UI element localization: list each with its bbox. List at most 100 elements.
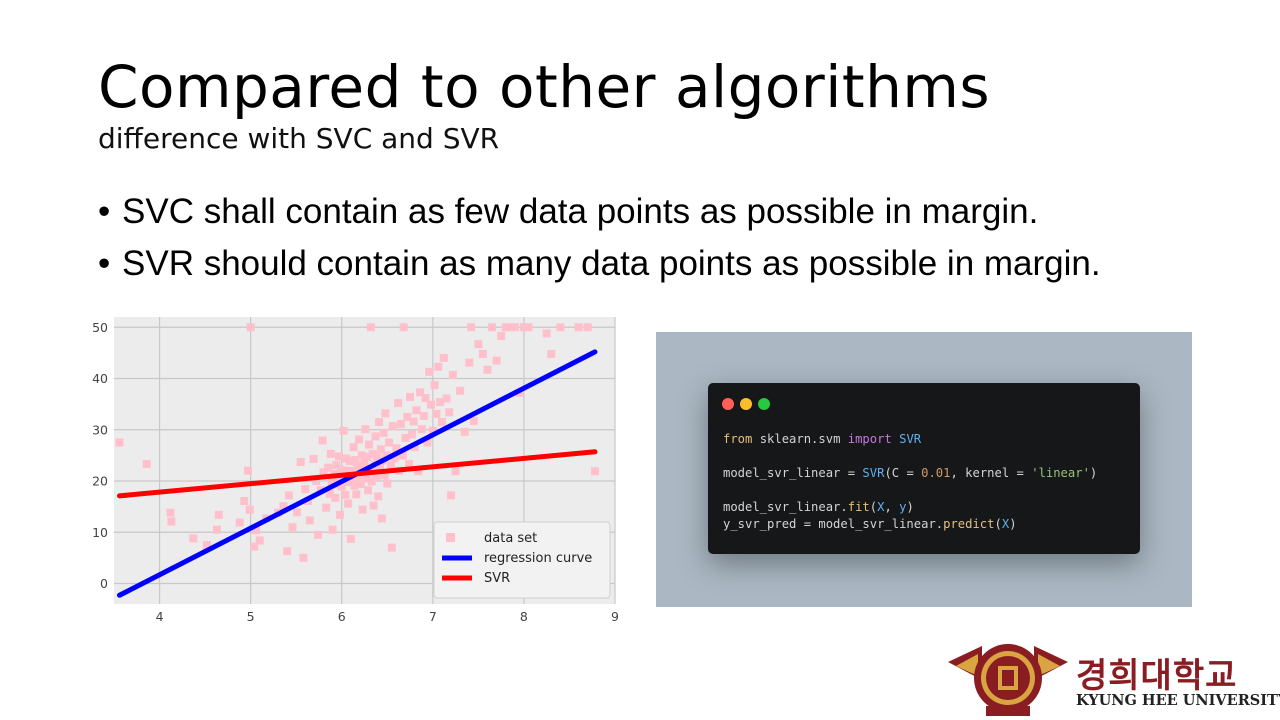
- data-point: [447, 491, 456, 500]
- data-point: [416, 388, 425, 397]
- data-point: [345, 457, 354, 466]
- data-point: [324, 463, 333, 472]
- data-point: [434, 362, 443, 371]
- data-point: [345, 466, 354, 475]
- data-point: [235, 518, 244, 527]
- bullet-dot-icon: •: [98, 192, 111, 231]
- data-point: [388, 422, 397, 431]
- data-point: [547, 349, 556, 358]
- data-point: [245, 505, 254, 514]
- data-point: [358, 505, 367, 514]
- slide-subtitle: difference with SVC and SVR: [98, 122, 500, 155]
- data-point: [492, 356, 501, 365]
- svr-line: [116, 449, 598, 499]
- data-point: [352, 490, 361, 499]
- code-line: model_svr_linear.fit(X, y): [723, 500, 914, 514]
- data-point: [301, 485, 310, 494]
- data-point: [202, 541, 211, 550]
- data-point: [341, 490, 350, 499]
- data-point: [327, 479, 336, 488]
- code-line: y_svr_pred = model_svr_linear.predict(X): [723, 517, 1017, 531]
- x-tick-label: 7: [429, 609, 437, 624]
- university-logo: 경희대학교 KYUNG HEE UNIVERSITY: [946, 640, 1280, 720]
- code-window: from sklearn.svm import SVR model_svr_li…: [708, 383, 1140, 554]
- logo-english-text: KYUNG HEE UNIVERSITY: [1076, 692, 1280, 709]
- data-point: [382, 451, 391, 460]
- y-tick-label: 20: [92, 474, 108, 489]
- data-point: [414, 467, 423, 476]
- data-point: [361, 425, 370, 434]
- data-point: [394, 399, 403, 408]
- data-point: [398, 451, 407, 460]
- data-point: [346, 534, 355, 543]
- data-point: [363, 452, 372, 461]
- data-point: [351, 455, 360, 464]
- data-point: [385, 438, 394, 447]
- bullet-list: • SVC shall contain as few data points as…: [98, 192, 1101, 296]
- data-point: [334, 452, 343, 461]
- data-point: [369, 501, 378, 510]
- data-point: [574, 323, 583, 332]
- data-point: [590, 467, 599, 476]
- data-point: [214, 510, 223, 519]
- data-point: [474, 340, 483, 349]
- data-point: [335, 510, 344, 519]
- data-point: [350, 481, 359, 490]
- data-point: [332, 461, 341, 470]
- data-point: [293, 508, 302, 517]
- data-point: [360, 458, 369, 467]
- minimize-dot-icon: [740, 398, 752, 410]
- data-point: [386, 461, 395, 470]
- close-dot-icon: [722, 398, 734, 410]
- data-point: [430, 381, 439, 390]
- data-point: [377, 514, 386, 523]
- data-point: [488, 323, 497, 332]
- data-point: [322, 503, 331, 512]
- x-tick-label: 5: [247, 609, 255, 624]
- data-point: [478, 349, 487, 358]
- y-tick-label: 50: [92, 320, 108, 335]
- data-point: [367, 477, 376, 486]
- data-point: [314, 530, 323, 539]
- data-point: [283, 547, 292, 556]
- data-point: [347, 476, 356, 485]
- data-point: [318, 436, 327, 445]
- window-controls: [722, 398, 770, 410]
- data-point: [356, 480, 365, 489]
- data-point: [296, 458, 305, 467]
- data-point: [349, 443, 358, 452]
- data-point: [326, 449, 335, 458]
- data-point: [340, 468, 349, 477]
- data-point: [305, 516, 314, 525]
- data-point: [426, 400, 435, 409]
- data-point: [288, 523, 297, 532]
- data-point: [344, 499, 353, 508]
- data-point: [252, 526, 261, 535]
- data-point: [328, 525, 337, 534]
- data-point: [506, 323, 515, 332]
- data-point: [250, 542, 259, 551]
- data-point: [421, 393, 430, 402]
- bullet-text: SVC shall contain as few data points as …: [122, 192, 1039, 231]
- legend-label: SVR: [484, 571, 510, 586]
- code-screenshot: from sklearn.svm import SVR model_svr_li…: [656, 332, 1192, 607]
- data-point: [469, 417, 478, 426]
- data-point: [425, 367, 434, 376]
- data-point: [392, 444, 401, 453]
- y-tick-label: 0: [100, 576, 108, 591]
- code-line: model_svr_linear = SVR(C = 0.01, kernel …: [723, 466, 1098, 480]
- data-point: [365, 440, 374, 449]
- data-point: [355, 435, 364, 444]
- data-point: [436, 398, 445, 407]
- data-point: [240, 496, 249, 505]
- data-point: [325, 489, 334, 498]
- data-point: [338, 473, 347, 482]
- data-point: [167, 517, 176, 526]
- data-point: [368, 449, 377, 458]
- data-point: [375, 418, 384, 427]
- data-point: [510, 323, 519, 332]
- data-point: [401, 433, 410, 442]
- data-point: [373, 453, 382, 462]
- data-point: [142, 460, 151, 469]
- y-tick-label: 30: [92, 422, 108, 437]
